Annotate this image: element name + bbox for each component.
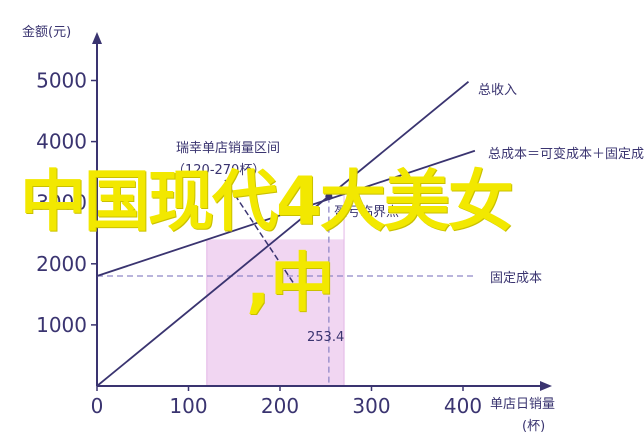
revenue-line — [96, 81, 470, 387]
range-shade — [206, 239, 345, 386]
x-tick-label: 400 — [444, 394, 482, 418]
y-tick-label: 4000 — [36, 130, 87, 154]
x-axis-label: 单店日销量 — [490, 397, 555, 412]
total-cost-label: 总成本＝可变成本＋固定成本 — [488, 146, 644, 162]
x-tick-label: 0 — [91, 394, 104, 418]
y-axis-arrow — [92, 32, 102, 44]
total-cost-line — [96, 149, 476, 277]
y-tick-label: 1000 — [36, 313, 87, 337]
x-tick-label: 300 — [352, 394, 390, 418]
range-pointer-line — [224, 179, 301, 294]
x-tick-label: 100 — [169, 394, 207, 418]
break-even-x-label: 253.4 — [307, 330, 344, 345]
y-tick-label: 5000 — [36, 69, 87, 93]
x-axis-arrow — [540, 381, 552, 391]
range-label: 瑞幸单店销量区间 — [176, 141, 280, 156]
range-sublabel: （120-270杯） — [172, 163, 265, 178]
y-tick-label: 3000 — [36, 191, 87, 215]
revenue-label: 总收入 — [478, 83, 517, 98]
x-tick-label: 200 — [261, 394, 299, 418]
y-axis-label: 金额(元) — [22, 24, 71, 40]
break-even-point — [325, 193, 333, 201]
break-even-label: 盈亏临界点 — [334, 205, 399, 220]
y-tick-label: 2000 — [36, 252, 87, 276]
x-axis-unit: (杯) — [522, 419, 545, 434]
fixed-cost-label: 固定成本 — [490, 271, 542, 286]
